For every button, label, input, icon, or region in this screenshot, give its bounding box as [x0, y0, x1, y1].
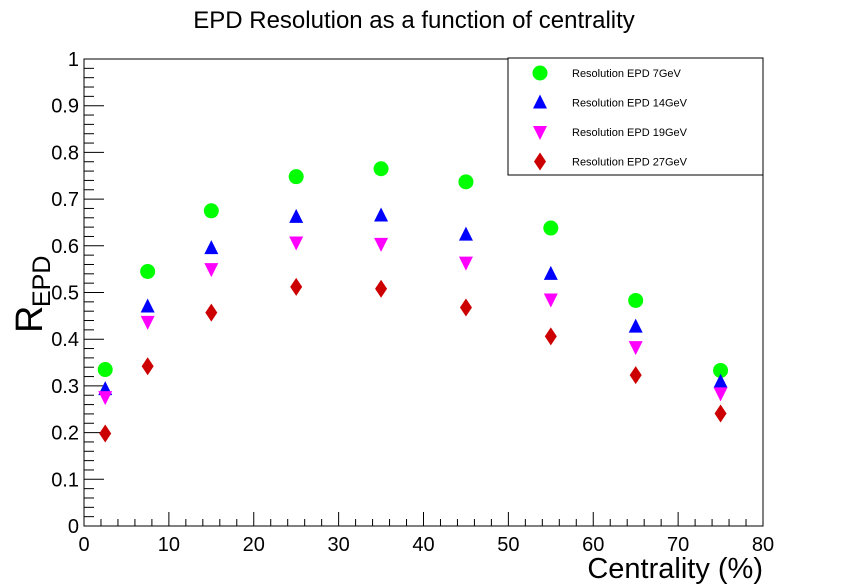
data-point — [375, 279, 388, 298]
data-point — [458, 256, 473, 271]
y-tick-label: 0.3 — [51, 376, 79, 398]
legend-label: Resolution EPD 27GeV — [572, 157, 688, 169]
x-tick-label: 80 — [752, 534, 774, 556]
data-point — [140, 315, 155, 330]
series-0 — [97, 161, 729, 378]
y-axis-label-sub: EPD — [28, 256, 56, 307]
x-axis-label: Centrality (%) — [587, 553, 763, 585]
data-point — [140, 263, 156, 279]
data-point — [714, 404, 727, 423]
data-point — [713, 387, 728, 402]
series-3 — [99, 277, 727, 443]
legend-marker — [534, 152, 546, 171]
data-point — [204, 263, 219, 278]
legend: Resolution EPD 7GeV Resolution EPD 14GeV R… — [507, 57, 764, 176]
y-tick-label: 0.9 — [51, 96, 79, 118]
legend-marker — [532, 65, 548, 81]
x-tick-label: 20 — [243, 534, 265, 556]
legend-label: Resolution EPD 19GeV — [572, 127, 688, 139]
legend-box — [507, 57, 764, 176]
data-point — [205, 303, 218, 322]
legend-marker — [533, 94, 547, 109]
series-2 — [98, 236, 728, 406]
data-point — [97, 362, 113, 378]
legend-entry: Resolution EPD 7GeV — [532, 65, 681, 81]
data-point — [374, 207, 389, 222]
y-tick-label: 0.5 — [51, 283, 79, 305]
x-tick-label: 0 — [78, 534, 89, 556]
data-point — [544, 327, 557, 346]
data-point — [288, 169, 304, 185]
x-tick-label: 30 — [328, 534, 350, 556]
data-point — [459, 298, 472, 317]
data-point — [543, 265, 558, 280]
data-point — [543, 293, 558, 308]
x-tick-label: 50 — [497, 534, 519, 556]
y-tick-label: 0.1 — [51, 469, 79, 491]
data-point — [458, 226, 473, 241]
data-point — [204, 240, 219, 255]
y-tick-label: 1 — [68, 49, 79, 71]
data-point — [628, 292, 644, 308]
legend-label: Resolution EPD 14GeV — [572, 98, 688, 110]
y-tick-label: 0.4 — [51, 329, 79, 351]
legend-entry: Resolution EPD 19GeV — [533, 126, 688, 140]
data-point — [458, 174, 474, 190]
y-tick-label: 0.8 — [51, 142, 79, 164]
legend-label: Resolution EPD 7GeV — [572, 68, 681, 80]
x-axis: 0 10 20 30 40 50 60 70 80 — [78, 512, 774, 556]
data-point — [713, 362, 729, 378]
data-point — [713, 373, 728, 388]
legend-marker — [533, 126, 547, 140]
data-point — [628, 318, 643, 333]
data-point — [289, 236, 304, 251]
data-point — [374, 237, 389, 252]
x-tick-label: 60 — [582, 534, 604, 556]
data-point — [140, 298, 155, 313]
legend-entry: Resolution EPD 14GeV — [533, 94, 688, 110]
data-point — [289, 208, 304, 223]
data-point — [99, 424, 112, 443]
y-tick-label: 0 — [68, 516, 79, 538]
y-axis: 0 0.1 0.2 0.3 0.4 0.5 0.6 0.7 0.8 0.9 1 — [51, 49, 104, 538]
y-axis-label-main: R — [9, 306, 51, 333]
data-point — [629, 366, 642, 385]
data-point — [141, 357, 154, 376]
data-point — [98, 391, 113, 406]
y-tick-label: 0.6 — [51, 236, 79, 258]
x-tick-label: 70 — [667, 534, 689, 556]
data-points — [97, 161, 729, 443]
data-point — [203, 203, 219, 219]
x-tick-label: 10 — [158, 534, 180, 556]
chart-title: EPD Resolution as a function of centrali… — [193, 7, 635, 34]
legend-entry: Resolution EPD 27GeV — [534, 152, 688, 171]
data-point — [543, 220, 559, 236]
y-tick-label: 0.7 — [51, 189, 79, 211]
data-point — [290, 277, 303, 296]
x-tick-label: 40 — [412, 534, 434, 556]
data-point — [373, 161, 389, 177]
data-point — [628, 341, 643, 356]
y-axis-label: R EPD — [9, 256, 56, 333]
y-tick-label: 0.2 — [51, 423, 79, 445]
